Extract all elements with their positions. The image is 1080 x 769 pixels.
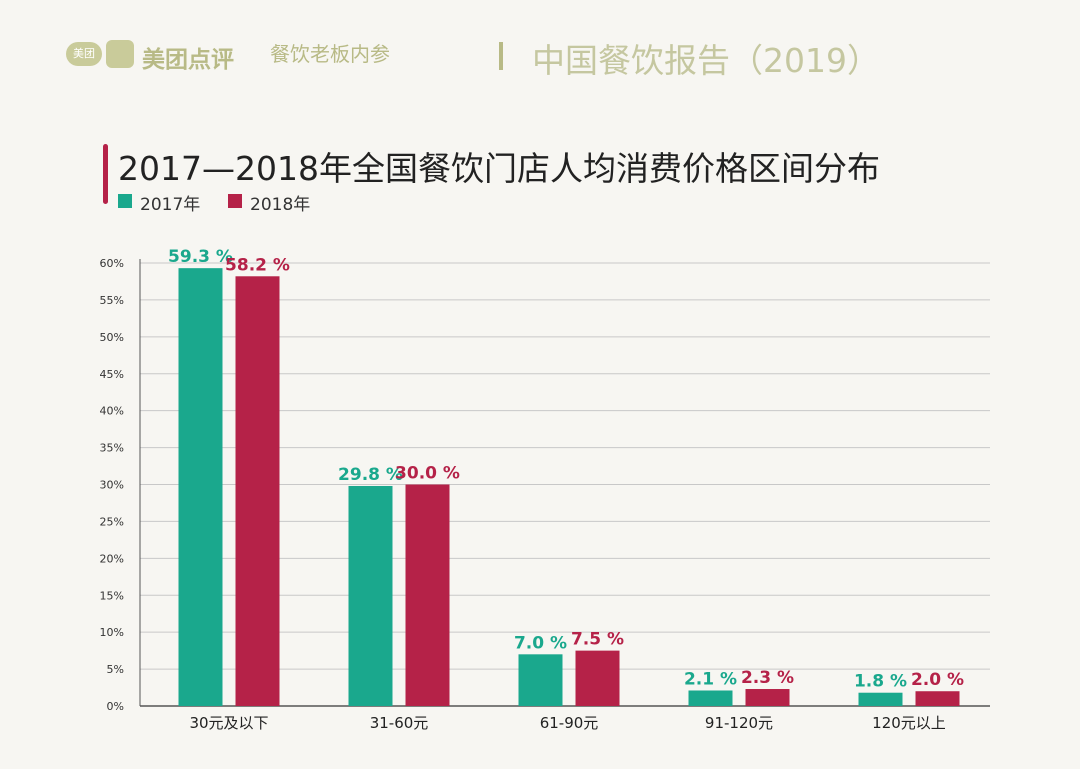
bar-2017 <box>858 692 903 706</box>
x-category-label: 61-90元 <box>540 714 599 732</box>
legend-label-2017: 2017年 <box>140 195 201 215</box>
data-label: 58.2 % <box>225 255 290 275</box>
data-label: 1.8 % <box>854 672 907 692</box>
y-tick-label: 45% <box>100 368 124 381</box>
y-tick-label: 10% <box>100 626 124 639</box>
brand-name: 美团点评 <box>142 47 234 73</box>
bar-2018 <box>405 484 450 706</box>
header-divider <box>499 42 503 70</box>
y-tick-label: 30% <box>100 479 124 492</box>
x-category-label: 30元及以下 <box>189 714 268 732</box>
brand-badge: 美团 <box>66 42 102 66</box>
y-tick-label: 50% <box>100 331 124 344</box>
x-category-label: 91-120元 <box>705 714 773 732</box>
title-accent-bar <box>103 144 108 204</box>
y-tick-label: 40% <box>100 405 124 418</box>
x-category-label: 120元以上 <box>872 714 946 732</box>
legend-swatch-2018 <box>228 194 242 208</box>
report-header: 美团 美团点评 餐饮老板内参 中国餐饮报告（2019） <box>66 36 880 80</box>
dianping-logo-icon <box>106 40 134 68</box>
data-label: 30.0 % <box>395 464 460 484</box>
data-label: 2.1 % <box>684 669 737 689</box>
bar-2017 <box>688 690 733 706</box>
legend-swatch-2017 <box>118 194 132 208</box>
y-tick-label: 0% <box>107 700 124 713</box>
y-tick-label: 60% <box>100 257 124 270</box>
data-label: 2.0 % <box>911 670 964 690</box>
bar-2017 <box>518 654 563 706</box>
bar-2018 <box>915 691 960 706</box>
bar-2018 <box>235 276 280 706</box>
report-title: 中国餐饮报告（2019） <box>532 41 880 80</box>
bar-2017 <box>348 485 393 706</box>
legend: 2017年 2018年 <box>118 190 518 215</box>
data-label: 29.8 % <box>338 465 403 485</box>
y-tick-label: 15% <box>100 589 124 602</box>
bar-2018 <box>575 650 620 706</box>
data-label: 2.3 % <box>741 668 794 688</box>
y-tick-label: 35% <box>100 442 124 455</box>
data-label: 7.0 % <box>514 633 567 653</box>
x-category-label: 31-60元 <box>370 714 429 732</box>
y-tick-label: 55% <box>100 294 124 307</box>
legend-label-2018: 2018年 <box>250 195 311 215</box>
y-tick-label: 5% <box>107 663 124 676</box>
bar-2017 <box>178 268 223 706</box>
brand-subtitle: 餐饮老板内参 <box>270 42 390 66</box>
y-tick-label: 25% <box>100 515 124 528</box>
bar-2018 <box>745 689 790 706</box>
chart-title: 2017—2018年全国餐饮门店人均消费价格区间分布 <box>118 149 880 188</box>
data-label: 7.5 % <box>571 630 624 650</box>
y-tick-label: 20% <box>100 552 124 565</box>
data-label: 59.3 % <box>168 247 233 267</box>
